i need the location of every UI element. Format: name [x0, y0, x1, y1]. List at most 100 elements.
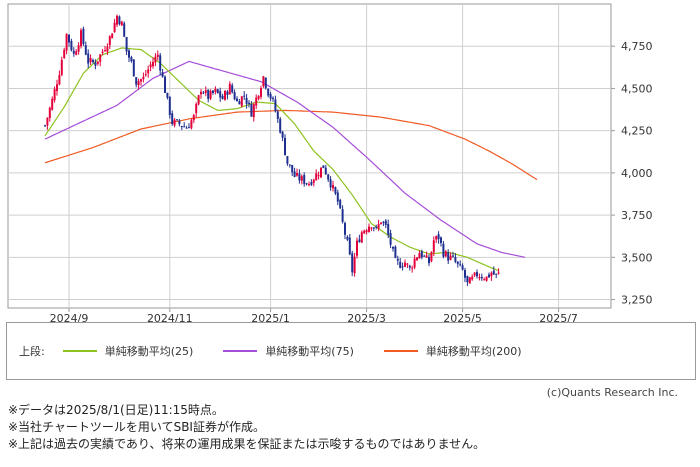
candle-body — [476, 272, 478, 277]
candle-body — [346, 236, 349, 240]
candle-body — [488, 274, 490, 278]
candle-body — [252, 104, 255, 118]
gridlines — [8, 4, 611, 308]
candle-body — [408, 265, 411, 268]
candle-body — [96, 61, 99, 64]
candle-body — [396, 258, 399, 261]
candle-body — [310, 182, 313, 185]
candle-body — [286, 156, 289, 164]
candle-body — [327, 174, 330, 180]
candle-body — [236, 98, 238, 102]
candle-body — [240, 96, 243, 107]
candle-body — [250, 104, 253, 117]
candle-body — [308, 184, 310, 186]
candle-body — [202, 92, 205, 94]
y-tick-label: 3,500 — [621, 251, 653, 264]
y-tick-label: 4,500 — [621, 82, 653, 95]
legend-row: 上段: 単純移動平均(25) 単純移動平均(75) 単純移動平均(200) — [19, 343, 552, 359]
candle-body — [120, 21, 123, 26]
candle-body — [221, 95, 224, 100]
candle-body — [149, 64, 152, 68]
x-tick-label: 2025/7 — [539, 312, 578, 322]
candle-body — [245, 97, 248, 104]
candle-body — [168, 97, 171, 116]
candle-body — [480, 276, 483, 279]
candle-body — [68, 34, 70, 43]
candle-body — [483, 279, 486, 281]
plot-area — [7, 3, 612, 309]
y-tick-label: 4,250 — [621, 125, 653, 138]
candle-body — [207, 89, 210, 99]
candle-body — [125, 36, 128, 52]
candle-body — [183, 126, 186, 128]
candle-body — [312, 179, 315, 183]
price-chart: 4,750 4,500 4,250 4,000 3,750 3,500 3,250 2024… — [7, 3, 653, 322]
candle-body — [478, 277, 481, 279]
x-tick-label: 2024/11 — [147, 312, 193, 322]
candle-body — [75, 51, 78, 55]
candle-body — [430, 252, 433, 262]
candle-body — [471, 276, 474, 280]
candle-body — [212, 90, 214, 93]
candle-body — [161, 72, 164, 77]
candle-body — [113, 22, 116, 33]
legend-swatch-ma200 — [383, 350, 418, 352]
candle-body — [377, 224, 380, 229]
legend-item-ma75: 単純移動平均(75) — [223, 343, 354, 359]
candle-body — [264, 77, 267, 89]
candle-body — [461, 265, 464, 270]
candle-body — [370, 227, 373, 229]
candle-body — [329, 179, 332, 188]
candle-body — [392, 246, 394, 249]
candle-body — [260, 88, 262, 97]
x-tick-label: 2025/5 — [443, 312, 482, 322]
candle-body — [485, 276, 488, 281]
candle-body — [219, 91, 222, 98]
candle-body — [406, 263, 409, 265]
candle-body — [279, 118, 282, 133]
candle-body — [351, 253, 354, 273]
legend-swatch-ma75 — [223, 350, 258, 352]
candle-body — [94, 62, 97, 66]
candle-body — [159, 55, 162, 71]
legend-swatch-ma25 — [62, 350, 97, 352]
candle-body — [166, 92, 169, 98]
legend-prefix: 上段: — [19, 345, 45, 358]
candle-body — [87, 53, 90, 64]
candle-body — [48, 107, 51, 119]
candle-body — [490, 272, 493, 277]
candle-body — [137, 81, 140, 86]
candle-body — [368, 226, 370, 232]
candle-body — [53, 89, 56, 101]
candle-body — [46, 117, 49, 126]
candle-body — [358, 239, 361, 243]
candle-body — [60, 59, 63, 75]
candle-body — [238, 101, 241, 105]
candle-body — [293, 171, 296, 177]
candle-body — [413, 258, 416, 268]
candle-body — [173, 119, 176, 126]
candle-body — [339, 199, 342, 209]
legend-label-ma25: 単純移動平均(25) — [104, 345, 194, 358]
candle-body — [300, 176, 303, 181]
candle-body — [108, 36, 111, 46]
candle-body — [360, 232, 363, 243]
candle-body — [348, 237, 351, 255]
candle-body — [291, 164, 294, 173]
candle-body — [228, 83, 231, 95]
candle-body — [341, 209, 344, 222]
candle-body — [214, 88, 217, 92]
y-tick-label: 3,750 — [621, 209, 653, 222]
candle-body — [387, 223, 390, 235]
candle-body — [315, 173, 318, 181]
candle-body — [65, 33, 68, 51]
candle-body — [144, 74, 147, 76]
candle-body — [84, 45, 87, 55]
candle-body — [200, 91, 202, 95]
candle-body — [142, 76, 145, 80]
ma25-line — [44, 47, 499, 272]
candle-body — [447, 252, 450, 261]
candle-body — [63, 49, 66, 58]
candle-body — [224, 91, 226, 100]
x-tick-label: 2025/1 — [251, 312, 290, 322]
